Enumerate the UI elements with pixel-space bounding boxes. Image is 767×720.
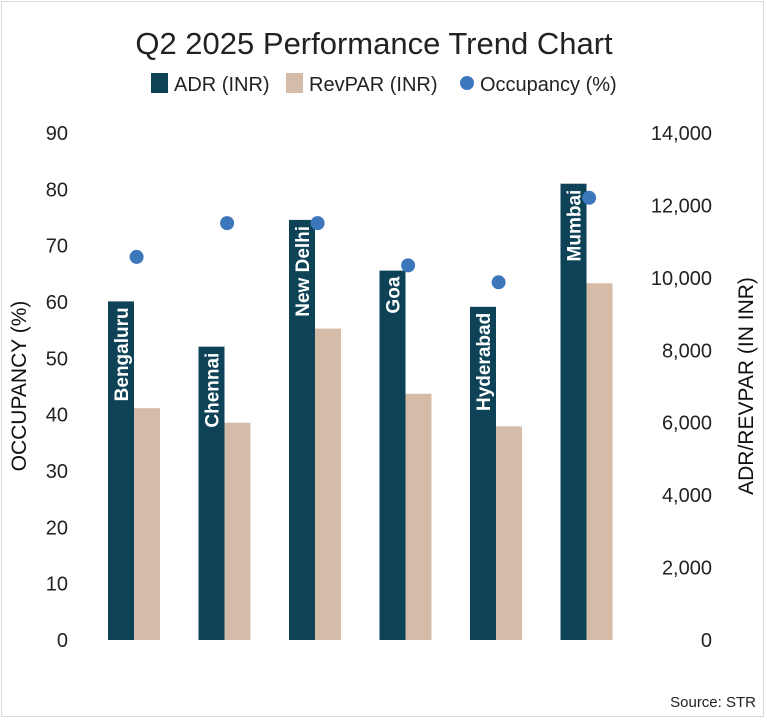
legend-label-occupancy: Occupancy (%) (480, 74, 617, 96)
category-label: Bengaluru (112, 307, 133, 401)
occupancy-point (129, 249, 144, 264)
adr-bar (108, 301, 134, 640)
left-tick-label: 50 (46, 348, 68, 370)
adr-bar (470, 306, 496, 640)
source-note: Source: STR (670, 694, 756, 711)
adr-bar (289, 219, 315, 640)
left-axis-ticks: 0 10 20 30 40 50 60 70 80 90 (46, 123, 68, 652)
adr-bar (198, 346, 225, 640)
category-label: Mumbai (565, 190, 586, 262)
revpar-bar (586, 283, 613, 640)
right-tick-label: 0 (701, 630, 712, 652)
category-labels: Bengaluru Chennai New Delhi Goa Hyderabad Mum… (112, 190, 586, 428)
category-label: Hyderabad (474, 313, 495, 411)
right-tick-label: 12,000 (651, 195, 712, 217)
left-tick-label: 60 (46, 292, 68, 314)
right-tick-label: 8,000 (662, 340, 712, 362)
left-tick-label: 30 (46, 461, 68, 483)
left-tick-label: 90 (46, 123, 68, 145)
occupancy-point (310, 216, 325, 231)
left-tick-label: 40 (46, 405, 68, 427)
category-label: Chennai (203, 353, 224, 428)
right-tick-label: 6,000 (662, 413, 712, 435)
right-tick-label: 4,000 (662, 485, 712, 507)
occupancy-point (401, 258, 416, 273)
right-tick-label: 14,000 (651, 123, 712, 145)
category-label: New Delhi (293, 226, 314, 317)
revpar-bar (496, 426, 522, 640)
revpar-bar (224, 422, 251, 640)
revpar-bar (134, 408, 160, 640)
left-tick-label: 0 (57, 630, 68, 652)
legend-label-adr: ADR (INR) (174, 74, 270, 96)
legend-label-revpar: RevPAR (INR) (309, 74, 438, 96)
left-tick-label: 20 (46, 517, 68, 539)
legend: ADR (INR) RevPAR (INR) Occupancy (%) (151, 73, 617, 96)
revpar-bar (405, 393, 432, 640)
chart-title: Q2 2025 Performance Trend Chart (135, 26, 613, 61)
occupancy-points (129, 190, 597, 290)
occupancy-point (220, 216, 235, 231)
bar-series (108, 183, 613, 640)
occupancy-point (491, 275, 506, 290)
left-tick-label: 80 (46, 179, 68, 201)
revpar-bar (315, 328, 341, 640)
category-label: Goa (384, 276, 405, 313)
right-tick-label: 10,000 (651, 268, 712, 290)
legend-swatch-adr (151, 73, 168, 93)
left-tick-label: 10 (46, 574, 68, 596)
occupancy-point (582, 190, 597, 205)
legend-marker-occupancy (460, 76, 474, 90)
left-axis-label: OCCUPANCY (%) (8, 301, 31, 472)
right-axis-ticks: 0 2,000 4,000 6,000 8,000 10,000 12,000 14,000 (651, 123, 712, 652)
right-tick-label: 2,000 (662, 558, 712, 580)
right-axis-label: ADR/REVPAR (IN INR) (735, 277, 758, 495)
adr-bar (560, 183, 587, 640)
legend-swatch-revpar (286, 73, 303, 93)
adr-bar (379, 270, 406, 640)
left-tick-label: 70 (46, 236, 68, 258)
